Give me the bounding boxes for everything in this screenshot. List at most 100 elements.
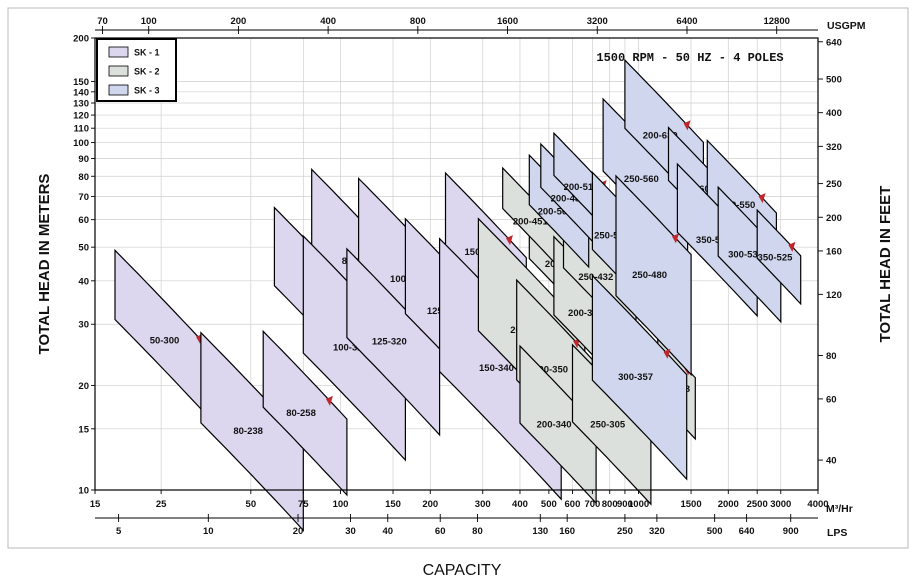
legend-swatch-sk3 bbox=[108, 84, 129, 96]
meters-tick-label: 30 bbox=[78, 320, 89, 331]
m3h-tick-label: 900 bbox=[617, 499, 633, 510]
lps-tick-label: 60 bbox=[435, 526, 446, 537]
usgpm-tick-label: 100 bbox=[141, 16, 157, 27]
m3h-tick-label: 25 bbox=[156, 499, 167, 510]
meters-tick-label: 70 bbox=[78, 192, 89, 203]
pump-label-200-350: 200-350 bbox=[533, 365, 568, 376]
pump-area-350-525 bbox=[756, 208, 802, 306]
pump-area-125-320 bbox=[346, 247, 441, 437]
lps-tick-label: 160 bbox=[559, 526, 575, 537]
usgpm-tick-label: 800 bbox=[410, 16, 426, 27]
m3h-tick-label: 2500 bbox=[747, 499, 768, 510]
feet-tick-label: 400 bbox=[826, 108, 842, 119]
meters-tick-label: 15 bbox=[78, 424, 89, 435]
m3h-unit-label: M³/Hr bbox=[826, 503, 853, 515]
chart-title: 1500 RPM - 50 HZ - 4 POLES bbox=[596, 51, 783, 65]
lps-unit-label: LPS bbox=[827, 527, 847, 539]
m3h-tick-label: 200 bbox=[422, 499, 438, 510]
lps-tick-label: 80 bbox=[472, 526, 483, 537]
feet-tick-label: 160 bbox=[826, 246, 842, 257]
pump-curve-80-258: 80-258 bbox=[262, 329, 348, 497]
legend-swatch-sk2 bbox=[108, 65, 129, 77]
pump-curves: 50-30080-23880-25880-30080-400100-320100… bbox=[114, 58, 802, 532]
pump-curve-250-480: 250-480 bbox=[615, 174, 692, 377]
m3h-tick-label: 2000 bbox=[718, 499, 739, 510]
legend-label-sk2: SK - 2 bbox=[134, 67, 160, 77]
usgpm-unit-label: USGPM bbox=[827, 20, 866, 32]
x-axis-title: CAPACITY bbox=[423, 562, 502, 579]
pump-label-250-305: 250-305 bbox=[590, 419, 626, 430]
pump-label-350-515: 350-515 bbox=[696, 235, 732, 246]
meters-tick-label: 120 bbox=[73, 111, 89, 122]
usgpm-tick-label: 3200 bbox=[587, 16, 608, 27]
meters-tick-label: 110 bbox=[74, 124, 89, 135]
bep-marker-350-525 bbox=[788, 241, 796, 252]
pump-label-200-630: 200-630 bbox=[643, 130, 678, 141]
y-axis-left-title: TOTAL HEAD IN METERS bbox=[36, 174, 53, 355]
m3h-tick-label: 700 bbox=[584, 499, 600, 510]
pump-label-80-258: 80-258 bbox=[286, 408, 316, 419]
meters-tick-label: 150 bbox=[73, 77, 89, 88]
pump-label-50-300: 50-300 bbox=[150, 335, 180, 346]
pump-area-300-357 bbox=[591, 274, 688, 481]
pump-label-250-432: 250-432 bbox=[578, 272, 613, 283]
lps-tick-label: 500 bbox=[707, 526, 723, 537]
lps-tick-label: 640 bbox=[739, 526, 755, 537]
legend: SK - 1 SK - 2 SK - 3 bbox=[96, 38, 177, 102]
pump-area-250-480 bbox=[615, 174, 692, 377]
meters-tick-label: 50 bbox=[78, 243, 89, 254]
pump-label-125-320: 125-320 bbox=[372, 337, 407, 348]
usgpm-tick-label: 200 bbox=[230, 16, 246, 27]
pump-label-350-550: 350-550 bbox=[720, 200, 755, 211]
bep-marker-80-258 bbox=[325, 395, 333, 406]
feet-tick-label: 60 bbox=[826, 394, 837, 405]
feet-tick-label: 500 bbox=[826, 75, 842, 86]
pump-label-200-500: 200-500 bbox=[538, 206, 573, 217]
plot-area-border bbox=[94, 37, 819, 491]
m3h-tick-label: 500 bbox=[541, 499, 557, 510]
pump-label-80-238: 80-238 bbox=[233, 426, 263, 437]
pump-area-350-515 bbox=[676, 162, 758, 318]
legend-label-sk1: SK - 1 bbox=[134, 48, 160, 58]
lps-tick-label: 250 bbox=[617, 526, 633, 537]
m3h-tick-label: 600 bbox=[565, 499, 581, 510]
m3h-tick-label: 800 bbox=[602, 499, 618, 510]
pump-label-250-560: 250-560 bbox=[624, 174, 659, 185]
bep-marker-350-550 bbox=[758, 193, 766, 204]
m3h-tick-label: 3000 bbox=[770, 499, 791, 510]
meters-tick-label: 200 bbox=[73, 34, 89, 45]
pump-label-350-525: 350-525 bbox=[758, 252, 794, 263]
axes: 1015203040506070809010011012013014015020… bbox=[73, 16, 842, 537]
meters-tick-label: 130 bbox=[73, 98, 89, 109]
usgpm-tick-label: 400 bbox=[320, 16, 336, 27]
meters-tick-label: 40 bbox=[78, 276, 89, 287]
pump-label-200-482: 200-482 bbox=[551, 193, 586, 204]
m3h-tick-label: 150 bbox=[385, 499, 401, 510]
pump-label-200-396: 200-396 bbox=[568, 308, 603, 319]
meters-tick-label: 20 bbox=[78, 381, 89, 392]
usgpm-tick-label: 70 bbox=[97, 16, 108, 27]
pump-area-80-238 bbox=[200, 331, 304, 532]
legend-label-sk3: SK - 3 bbox=[134, 86, 160, 96]
y-axis-right-title: TOTAL HEAD IN FEET bbox=[877, 186, 894, 343]
lps-tick-label: 40 bbox=[382, 526, 393, 537]
pump-label-300-533: 300-533 bbox=[728, 250, 763, 261]
feet-tick-label: 120 bbox=[826, 290, 842, 301]
lps-tick-label: 5 bbox=[116, 526, 122, 537]
m3h-tick-label: 50 bbox=[246, 499, 257, 510]
feet-tick-label: 640 bbox=[826, 37, 842, 48]
m3h-tick-label: 1500 bbox=[680, 499, 701, 510]
pump-label-200-340: 200-340 bbox=[537, 419, 572, 430]
m3h-tick-label: 1000 bbox=[628, 499, 649, 510]
bep-marker-150-422 bbox=[505, 235, 513, 246]
m3h-tick-label: 75 bbox=[298, 499, 309, 510]
pump-area-300-533 bbox=[717, 185, 782, 324]
usgpm-tick-label: 6400 bbox=[676, 16, 697, 27]
meters-tick-label: 10 bbox=[78, 486, 89, 497]
pump-label-100-320: 100-320 bbox=[333, 343, 368, 354]
m3h-tick-label: 400 bbox=[512, 499, 528, 510]
usgpm-tick-label: 12800 bbox=[763, 16, 789, 27]
lps-tick-label: 900 bbox=[783, 526, 799, 537]
feet-tick-label: 80 bbox=[826, 351, 837, 362]
